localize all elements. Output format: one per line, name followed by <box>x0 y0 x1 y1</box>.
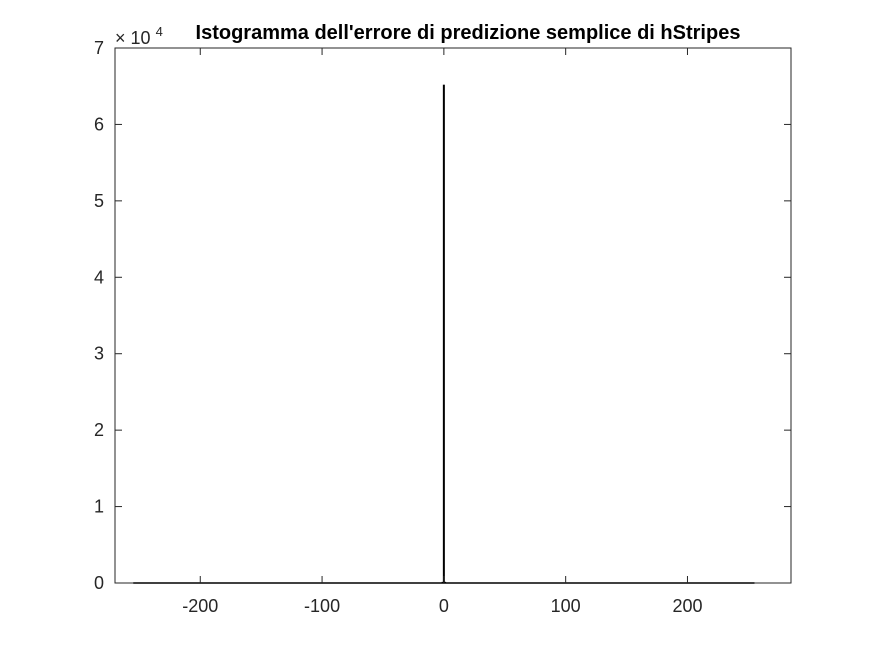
y-exponent-power: 4 <box>156 24 163 39</box>
histogram-bar <box>444 581 447 583</box>
axes-area: -200 -100 0 100 200 0 1 2 3 4 5 6 7 <box>94 38 792 616</box>
y-tick-label: 3 <box>94 344 104 364</box>
x-tick-label: 200 <box>672 596 702 616</box>
y-tick-label: 2 <box>94 420 104 440</box>
y-tick-label: 6 <box>94 114 104 134</box>
x-axis: -200 -100 0 100 200 <box>182 48 702 616</box>
histogram-bar <box>441 581 444 583</box>
bars-layer <box>441 84 447 583</box>
y-tick-label: 7 <box>94 38 104 58</box>
y-exponent-label: × 10 4 <box>115 24 163 48</box>
plot-box <box>114 47 792 584</box>
y-tick-label: 4 <box>94 267 104 287</box>
y-axis: 0 1 2 3 4 5 6 7 <box>94 38 791 593</box>
y-exponent-base: × 10 <box>115 28 151 48</box>
chart-title: Istogramma dell'errore di predizione sem… <box>196 22 741 44</box>
y-tick-label: 0 <box>94 573 104 593</box>
x-tick-label: -200 <box>182 596 218 616</box>
histogram-bar <box>442 84 445 583</box>
y-tick-label: 1 <box>94 497 104 517</box>
y-tick-label: 5 <box>94 191 104 211</box>
x-tick-label: 100 <box>551 596 581 616</box>
x-tick-label: -100 <box>304 596 340 616</box>
x-tick-label: 0 <box>439 596 449 616</box>
